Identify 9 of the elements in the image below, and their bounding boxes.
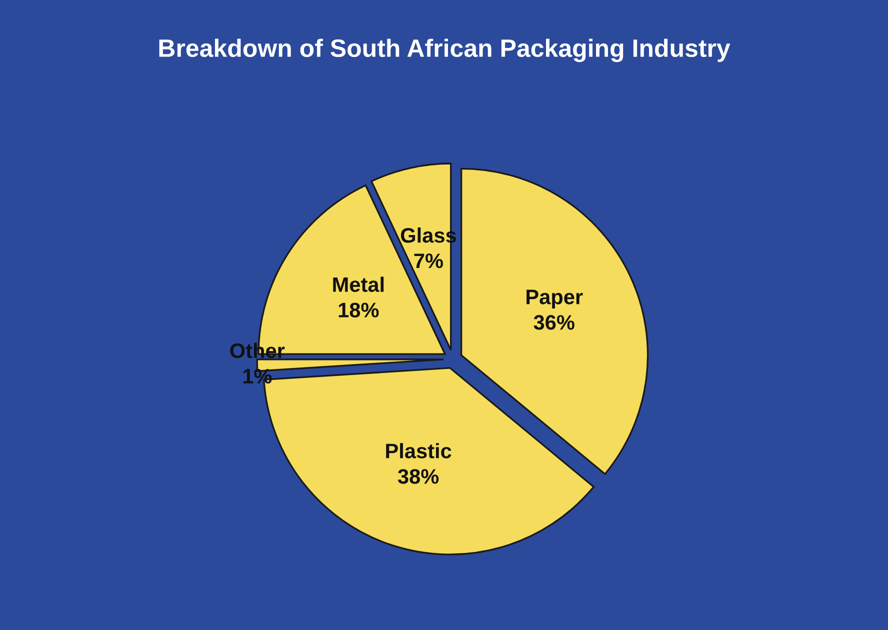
- data-label: 36%: [534, 315, 574, 330]
- data-label: 7%: [414, 254, 443, 268]
- data-label: 18%: [338, 302, 379, 318]
- slice-label: Metal: [333, 276, 384, 292]
- data-label: 38%: [398, 469, 439, 484]
- data-label: 1%: [243, 368, 272, 384]
- chart-title: Breakdown of South African Packaging Industry: [159, 38, 730, 62]
- slice-label: Paper: [526, 290, 583, 308]
- slice-label: Plastic: [386, 443, 452, 458]
